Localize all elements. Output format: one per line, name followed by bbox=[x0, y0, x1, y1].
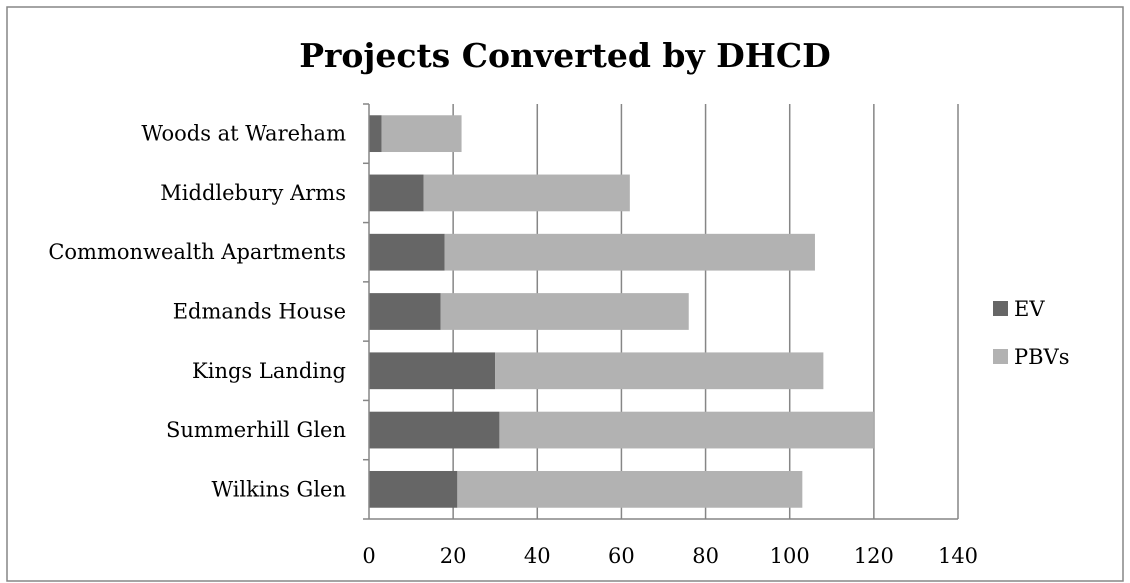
legend-swatch-pbvs bbox=[993, 349, 1008, 364]
x-tick-label: 80 bbox=[692, 544, 719, 568]
category-label: Middlebury Arms bbox=[160, 181, 346, 205]
category-label: Wilkins Glen bbox=[211, 477, 346, 501]
bar-ev-4 bbox=[369, 352, 496, 390]
bar-pbvs-6 bbox=[457, 470, 803, 508]
bar-pbvs-0 bbox=[381, 115, 462, 153]
bar-pbvs-4 bbox=[495, 352, 824, 390]
x-tick-label: 0 bbox=[362, 544, 375, 568]
category-label: Woods at Wareham bbox=[141, 122, 346, 146]
category-labels: Woods at Wareham Middlebury Arms Commonwea… bbox=[48, 122, 346, 502]
bar-pbvs-2 bbox=[444, 233, 815, 271]
bar-ev-1 bbox=[369, 174, 424, 212]
x-tick-label: 140 bbox=[938, 544, 978, 568]
x-tick-label: 20 bbox=[440, 544, 467, 568]
category-label: Commonwealth Apartments bbox=[48, 240, 346, 264]
legend-label-ev: EV bbox=[1014, 297, 1045, 321]
bar-pbvs-3 bbox=[440, 293, 689, 330]
category-label: Summerhill Glen bbox=[166, 418, 346, 442]
legend-swatch-ev bbox=[993, 301, 1008, 316]
x-tick-label: 120 bbox=[854, 544, 894, 568]
legend-label-pbvs: PBVs bbox=[1014, 345, 1070, 369]
bar-ev-6 bbox=[369, 470, 458, 508]
x-tick-labels: 0 20 40 60 80 100 120 140 bbox=[362, 544, 978, 568]
bar-pbvs-1 bbox=[423, 174, 630, 212]
chart-title: Projects Converted by DHCD bbox=[299, 36, 831, 75]
x-tick-label: 60 bbox=[608, 544, 635, 568]
legend: EV PBVs bbox=[993, 297, 1070, 369]
x-tick-label: 40 bbox=[524, 544, 551, 568]
bar-ev-3 bbox=[369, 293, 441, 330]
gridlines bbox=[452, 104, 959, 519]
bar-ev-2 bbox=[369, 233, 445, 271]
axes bbox=[363, 103, 958, 520]
bar-pbvs-5 bbox=[499, 411, 874, 449]
bar-ev-0 bbox=[369, 115, 382, 153]
category-label: Edmands House bbox=[173, 300, 346, 324]
bars bbox=[369, 115, 874, 508]
category-label: Kings Landing bbox=[192, 359, 346, 383]
x-tick-label: 100 bbox=[770, 544, 810, 568]
bar-ev-5 bbox=[369, 411, 500, 449]
